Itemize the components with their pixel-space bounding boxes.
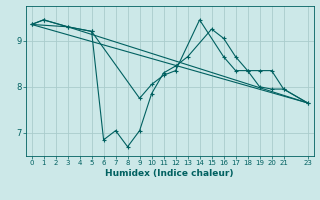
X-axis label: Humidex (Indice chaleur): Humidex (Indice chaleur) — [105, 169, 234, 178]
